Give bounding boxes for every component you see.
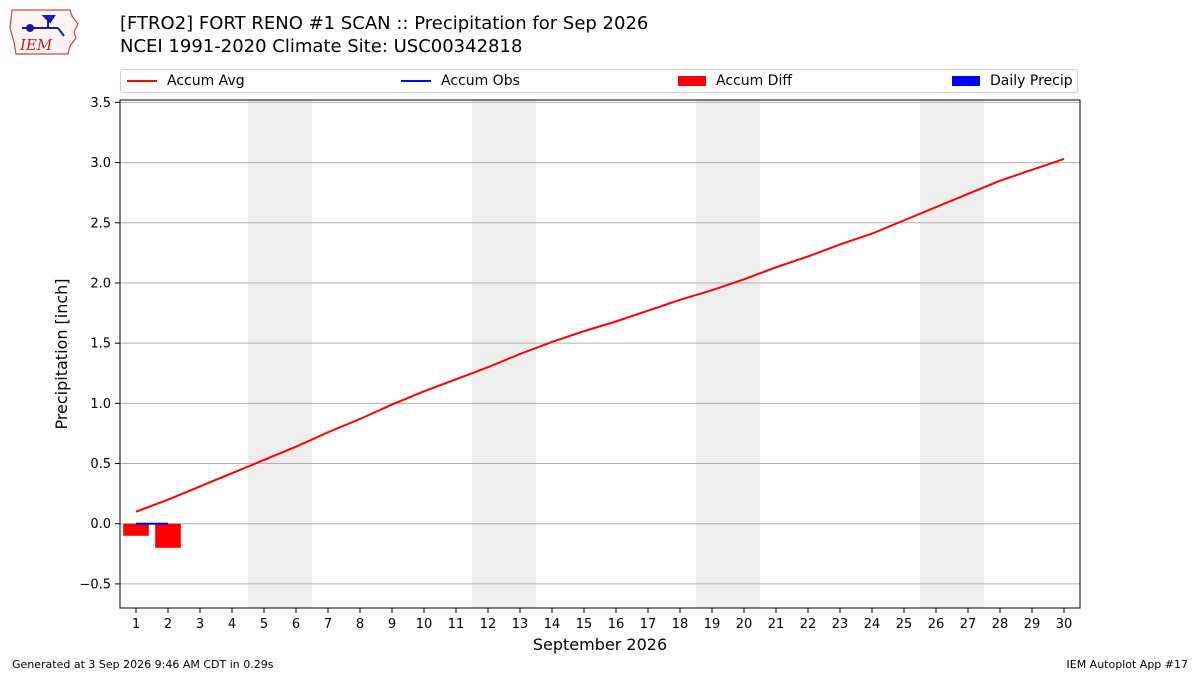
- legend-swatch: [678, 76, 706, 86]
- weather-station-icon: [22, 15, 65, 37]
- x-tick-label: 20: [736, 617, 753, 632]
- y-axis-ticks: −0.5 0.0 0.5 1.0 1.5 2.0 2.5 3.0 3.5: [79, 96, 120, 592]
- iem-logo: IEM: [9, 9, 79, 55]
- accum-diff-bar: [155, 523, 181, 548]
- y-tick-label: 0.0: [90, 517, 111, 532]
- x-axis-ticks: 1 2 3 4 5 6 7 8 9 10 11 12 13 14 15 16 17 18 19 20 21 22 23 24 2…: [132, 608, 1072, 632]
- legend-item-accum-obs: Accum Obs: [401, 73, 520, 89]
- app-id: IEM Autoplot App #17: [1066, 658, 1189, 671]
- y-tick-label: 3.5: [90, 96, 111, 111]
- x-tick-label: 8: [356, 617, 364, 632]
- chart-title: [FTRO2] FORT RENO #1 SCAN :: Precipitati…: [120, 12, 648, 58]
- y-tick-label: 3.0: [90, 156, 111, 171]
- y-tick-label: 0.5: [90, 457, 111, 472]
- x-tick-label: 29: [1024, 617, 1041, 632]
- y-tick-label: 2.5: [90, 216, 111, 231]
- x-tick-label: 11: [448, 617, 465, 632]
- legend-swatch: [401, 80, 431, 82]
- x-tick-label: 30: [1056, 617, 1073, 632]
- x-tick-label: 26: [928, 617, 945, 632]
- x-tick-label: 9: [388, 617, 396, 632]
- generated-timestamp: Generated at 3 Sep 2026 9:46 AM CDT in 0…: [12, 658, 274, 671]
- weekend-band: [472, 100, 536, 608]
- x-tick-label: 10: [416, 617, 433, 632]
- gridlines: [120, 101, 1080, 585]
- weekend-band: [696, 100, 760, 608]
- x-tick-label: 28: [992, 617, 1009, 632]
- legend-item-accum-diff: Accum Diff: [678, 73, 792, 89]
- legend: Accum Avg Accum Obs Accum Diff Daily Pre…: [120, 69, 1078, 93]
- legend-label: Accum Diff: [716, 73, 793, 89]
- x-tick-label: 2: [164, 617, 172, 632]
- x-tick-label: 7: [324, 617, 332, 632]
- weekend-band: [248, 100, 312, 608]
- legend-label: Accum Avg: [167, 73, 245, 89]
- title-line-2: NCEI 1991-2020 Climate Site: USC00342818: [120, 36, 523, 57]
- plot-frame: [119, 99, 1081, 609]
- title-line-1: [FTRO2] FORT RENO #1 SCAN :: Precipitati…: [120, 13, 649, 34]
- y-axis-label: Precipitation [inch]: [52, 278, 71, 429]
- x-tick-label: 22: [800, 617, 817, 632]
- x-tick-label: 5: [260, 617, 268, 632]
- y-tick-label: 2.0: [90, 276, 111, 291]
- legend-swatch: [127, 80, 157, 82]
- x-tick-label: 19: [704, 617, 721, 632]
- x-tick-label: 21: [768, 617, 785, 632]
- x-tick-label: 13: [512, 617, 529, 632]
- x-tick-label: 18: [672, 617, 689, 632]
- x-tick-label: 14: [544, 617, 561, 632]
- weekend-bands: [248, 100, 984, 608]
- legend-swatch: [952, 76, 980, 86]
- y-tick-label: −0.5: [79, 577, 111, 592]
- x-tick-label: 23: [832, 617, 849, 632]
- legend-label: Daily Precip: [990, 73, 1073, 89]
- x-tick-label: 12: [480, 617, 497, 632]
- logo-text: IEM: [19, 36, 53, 54]
- x-tick-label: 17: [640, 617, 657, 632]
- x-axis-label: September 2026: [533, 635, 667, 654]
- legend-item-daily-precip: Daily Precip: [952, 73, 1073, 89]
- accum-diff-bar: [123, 523, 149, 536]
- x-tick-label: 3: [196, 617, 204, 632]
- legend-label: Accum Obs: [441, 73, 520, 89]
- x-tick-label: 27: [960, 617, 977, 632]
- x-tick-label: 25: [896, 617, 913, 632]
- x-tick-label: 1: [132, 617, 140, 632]
- x-tick-label: 24: [864, 617, 881, 632]
- accum-avg-line: [135, 158, 1065, 513]
- x-tick-label: 4: [228, 617, 236, 632]
- x-tick-label: 6: [292, 617, 300, 632]
- iowa-outline-icon: [9, 9, 79, 55]
- legend-item-accum-avg: Accum Avg: [127, 73, 245, 89]
- accum-diff-bars: [123, 523, 181, 548]
- y-tick-label: 1.0: [90, 397, 111, 412]
- weekend-band: [920, 100, 984, 608]
- x-tick-label: 16: [608, 617, 625, 632]
- y-tick-label: 1.5: [90, 337, 111, 352]
- x-tick-label: 15: [576, 617, 593, 632]
